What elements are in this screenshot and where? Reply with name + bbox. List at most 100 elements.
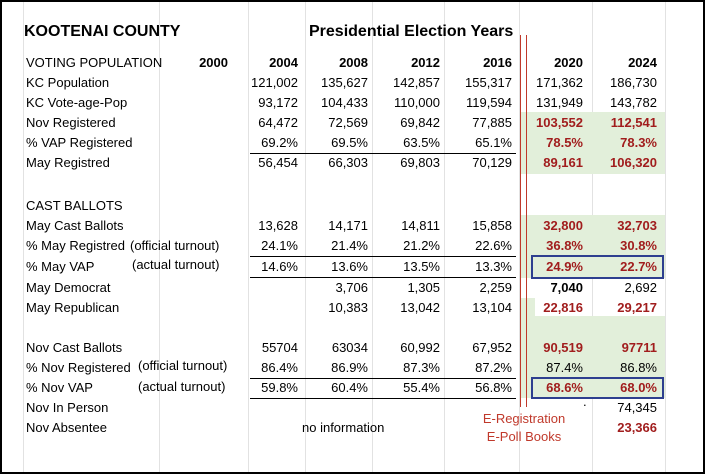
- cell: 60,992: [400, 340, 440, 355]
- cell: 65.1%: [475, 135, 512, 150]
- cell: 21.2%: [403, 238, 440, 253]
- cell: 13,042: [400, 300, 440, 315]
- cell-highlight: 24.9%: [546, 259, 583, 274]
- cell: 10,383: [328, 300, 368, 315]
- row-label-pct-may-registered: % May Registred: [26, 238, 125, 253]
- cell-highlight: 68.0%: [620, 380, 657, 395]
- cell-highlight: 68.6%: [546, 380, 583, 395]
- cell: 60.4%: [331, 380, 368, 395]
- actual-turnout-nov-box: [531, 377, 664, 399]
- cell-highlight: 32,800: [543, 218, 583, 233]
- cell: 86.8%: [620, 360, 657, 375]
- chart-subtitle: Presidential Election Years: [309, 23, 514, 40]
- underline: [250, 256, 516, 257]
- highlight-nov: [521, 316, 665, 398]
- cell-highlight: 90,519: [543, 340, 583, 355]
- cell: 13,104: [472, 300, 512, 315]
- cell: 1,305: [407, 280, 440, 295]
- row-label-may-registered: May Registred: [26, 155, 110, 170]
- cell: 93,172: [258, 95, 298, 110]
- cell: 69,842: [400, 115, 440, 130]
- cell: 87.3%: [403, 360, 440, 375]
- cell: 67,952: [472, 340, 512, 355]
- voting-population-label: VOTING POPULATION: [26, 55, 163, 70]
- cell: 171,362: [536, 75, 583, 90]
- row-label-pct-may-vap: % May VAP: [26, 259, 95, 274]
- cell: 131,949: [536, 95, 583, 110]
- cell: 13.5%: [403, 259, 440, 274]
- cell: 142,857: [393, 75, 440, 90]
- cell: 13.6%: [331, 259, 368, 274]
- cell-highlight: 97711: [621, 340, 657, 355]
- cell: 87.4%: [546, 360, 583, 375]
- county-title: KOOTENAI COUNTY: [24, 23, 181, 40]
- note-official-turnout: (official turnout): [138, 358, 228, 373]
- cell: 59.8%: [261, 380, 298, 395]
- cell: 21.4%: [331, 238, 368, 253]
- actual-turnout-may-box: [531, 255, 664, 279]
- cell: 14,811: [401, 218, 440, 233]
- underline: [250, 378, 516, 379]
- cell-highlight: 112,541: [610, 115, 657, 130]
- year-2020: 2020: [554, 55, 583, 70]
- cell-highlight: 23,366: [617, 420, 657, 435]
- note-actual-turnout: (actual turnout): [138, 379, 226, 394]
- cell-highlight: 106,320: [610, 155, 657, 170]
- cell: 104,433: [321, 95, 368, 110]
- cell-bold: 7,040: [550, 280, 583, 295]
- cell: 87.2%: [475, 360, 512, 375]
- no-information-note: no information: [302, 420, 385, 435]
- red-divider-line: [526, 35, 527, 407]
- row-label-may-republican: May Republican: [26, 300, 120, 315]
- cell: 55704: [261, 340, 298, 355]
- cell-highlight: 29,217: [617, 300, 657, 315]
- highlight-registered: [521, 112, 665, 174]
- cell: 155,317: [465, 75, 512, 90]
- cell: 186,730: [610, 75, 657, 90]
- row-label-may-cast: May Cast Ballots: [26, 218, 124, 233]
- cell: 86.4%: [261, 360, 298, 375]
- cell: 63034: [331, 340, 368, 355]
- year-2000: 2000: [199, 55, 228, 70]
- cell: 119,594: [465, 95, 512, 110]
- cell: 86.9%: [331, 360, 368, 375]
- cell-highlight: 89,161: [543, 155, 583, 170]
- cell-highlight: 30.8%: [620, 238, 657, 253]
- row-label-nov-cast: Nov Cast Ballots: [26, 340, 123, 355]
- cell: 13,628: [258, 218, 298, 233]
- cell: 121,002: [251, 75, 298, 90]
- underline: [250, 277, 516, 278]
- cell: 77,885: [472, 115, 512, 130]
- cell: 3,706: [335, 280, 368, 295]
- e-registration-note: E-Registration: [482, 411, 566, 426]
- cell: 69,803: [400, 155, 440, 170]
- cell: 2,259: [479, 280, 512, 295]
- e-poll-books-note: E-Poll Books: [486, 429, 562, 444]
- row-label-kc-population: KC Population: [26, 75, 110, 90]
- row-label-kc-vap: KC Vote-age-Pop: [26, 95, 128, 110]
- year-2004: 2004: [269, 55, 298, 70]
- cell-highlight: 103,552: [536, 115, 583, 130]
- underline: [250, 153, 516, 154]
- cell: 13.3%: [475, 259, 512, 274]
- cell: 110,000: [393, 95, 440, 110]
- cell: 70,129: [472, 155, 512, 170]
- cell: 2,692: [624, 280, 657, 295]
- cell: 63.5%: [403, 135, 440, 150]
- cell-highlight: 78.3%: [620, 135, 657, 150]
- cell-highlight: 32,703: [617, 218, 657, 233]
- cell: 74,345: [617, 400, 657, 415]
- cell: 143,782: [610, 95, 657, 110]
- note-official-turnout: (official turnout): [130, 238, 220, 253]
- row-label-pct-nov-registered: % Nov Registered: [26, 360, 131, 375]
- cell-highlight: 22,816: [543, 300, 583, 315]
- cell: 56.8%: [475, 380, 512, 395]
- cell: 66,303: [328, 155, 368, 170]
- cell: 135,627: [321, 75, 368, 90]
- cell: 69.5%: [331, 135, 368, 150]
- row-label-nov-registered: Nov Registered: [26, 115, 116, 130]
- row-label-nov-in-person: Nov In Person: [26, 400, 109, 415]
- year-2008: 2008: [339, 55, 368, 70]
- cast-ballots-header: CAST BALLOTS: [26, 198, 123, 213]
